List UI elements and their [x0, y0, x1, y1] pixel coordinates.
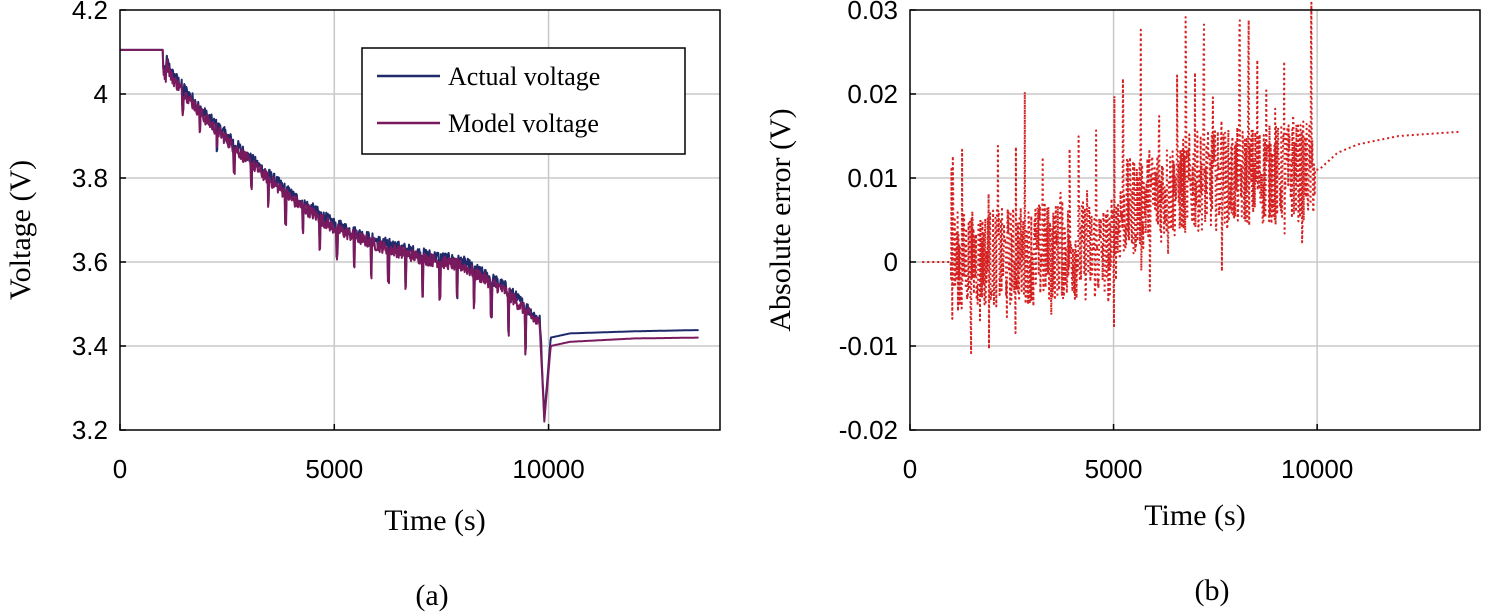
panel-a-voltage-chart: 0 5000 10000 3.2 3.4 3.6 3.8 4 4.2 Time (s) Voltag… — [4, 0, 721, 612]
plot-frame — [909, 9, 1481, 431]
y-axis-label: Voltage (V) — [4, 160, 37, 300]
panel-caption: (b) — [1195, 574, 1230, 607]
y-tick-label: 0 — [884, 247, 898, 277]
panel-caption: (a) — [415, 579, 448, 612]
y-tick-label: 3.6 — [72, 247, 108, 277]
y-tick-label: 4 — [94, 79, 108, 109]
x-tick-label: 10000 — [1281, 454, 1353, 484]
x-tick-label: 5000 — [305, 454, 363, 484]
y-tick-label: -0.01 — [839, 331, 898, 361]
x-tick-label: 10000 — [512, 454, 584, 484]
x-tick-label: 5000 — [1085, 454, 1143, 484]
y-tick-label: 3.2 — [72, 415, 108, 445]
x-tick-label: 0 — [903, 454, 917, 484]
x-axis-label: Time (s) — [1144, 499, 1245, 532]
y-tick-label: 3.4 — [72, 331, 108, 361]
series-line-2 — [119, 48, 700, 423]
x-tick-label: 0 — [113, 454, 127, 484]
plot-frame — [119, 9, 721, 431]
legend: Actual voltage Model voltage — [361, 47, 686, 155]
series-line-1 — [921, 1, 1461, 355]
legend-label: Actual voltage — [448, 62, 600, 91]
y-tick-label: 0.03 — [847, 0, 898, 25]
x-axis-label: Time (s) — [384, 504, 485, 537]
y-tick-label: 3.8 — [72, 163, 108, 193]
y-tick-label: 0.02 — [847, 79, 898, 109]
panel-b-error-chart: 0 5000 10000 -0.02 -0.01 0 0.01 0.02 0.03 Time (s… — [764, 0, 1481, 607]
y-tick-label: 0.01 — [847, 163, 898, 193]
legend-label: Model voltage — [448, 109, 599, 138]
y-tick-label: 4.2 — [72, 0, 108, 25]
y-axis-label: Absolute error (V) — [764, 108, 797, 331]
y-tick-label: -0.02 — [839, 415, 898, 445]
legend-box — [361, 47, 686, 155]
